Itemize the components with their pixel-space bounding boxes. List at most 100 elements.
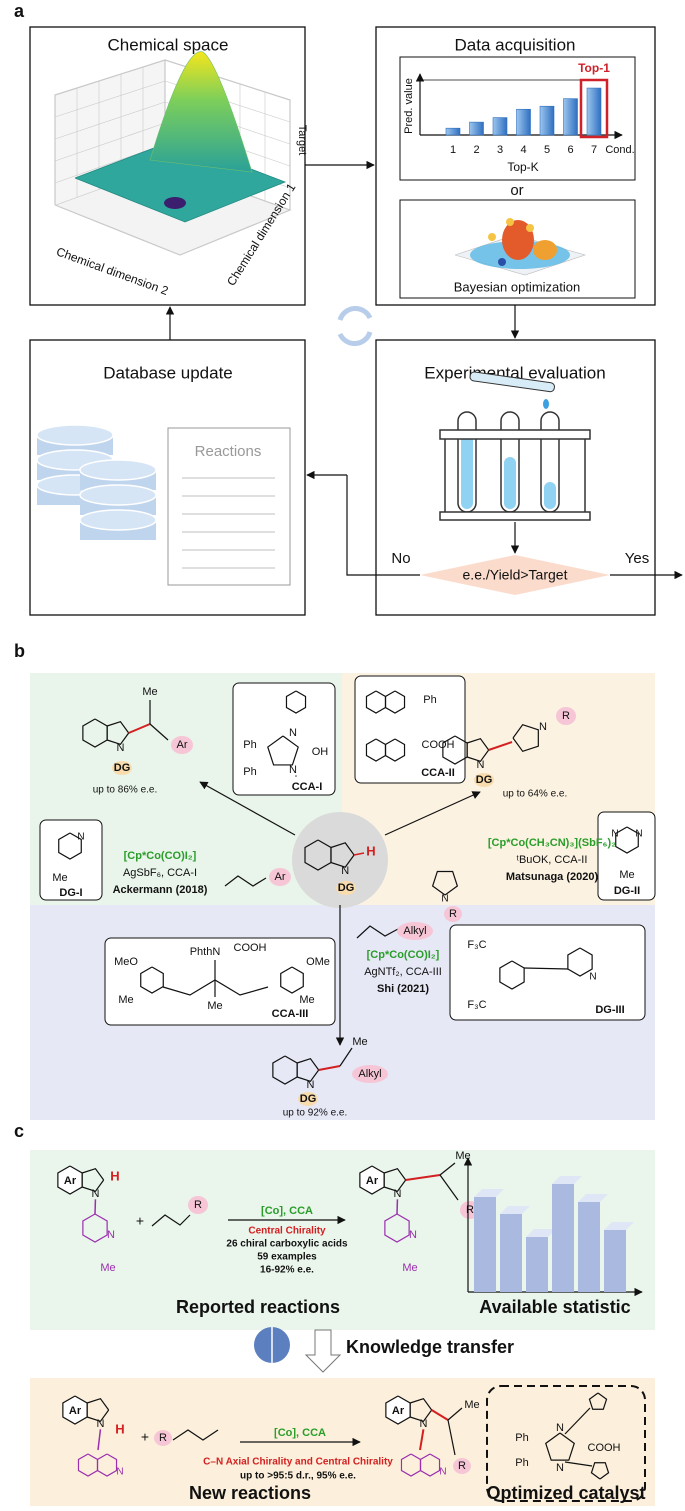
bar: [586, 87, 602, 136]
catalyst-box: [486, 1385, 646, 1502]
tube-liquid: [504, 457, 516, 509]
panel-box: [29, 339, 306, 616]
chart-box: [399, 56, 636, 181]
label: R: [159, 1432, 167, 1444]
bar: [469, 121, 484, 136]
bayes-peak: [533, 240, 557, 260]
structure-box: [104, 937, 336, 1026]
ring: [384, 1213, 410, 1243]
panel-label: b: [14, 641, 25, 661]
label: N: [306, 1079, 314, 1091]
label: N: [611, 829, 618, 840]
panel-label: c: [14, 1121, 24, 1141]
stat-bar: [526, 1237, 548, 1292]
label: up to 86% e.e.: [93, 785, 158, 796]
bayes-sample: [488, 233, 496, 241]
substrate-circle: [292, 812, 388, 908]
connector: [54, 101, 166, 140]
ring: [96, 1453, 118, 1477]
label: F₃C: [467, 999, 486, 1011]
ring: [280, 966, 304, 994]
label: N: [107, 1229, 115, 1241]
label: N: [77, 832, 84, 843]
label: DG-III: [595, 1004, 624, 1016]
highlight-bubble: [556, 707, 576, 725]
label: up to 64% e.e.: [503, 789, 568, 800]
shape: [151, 1214, 191, 1227]
label: DG: [114, 762, 131, 774]
refresh-icon: [337, 331, 373, 346]
stat-bar-top: [552, 1176, 582, 1184]
label: [Cp*Co(CO)I₂]: [367, 949, 440, 961]
label: N: [393, 1188, 401, 1200]
ring: [615, 826, 639, 854]
label: AgSbF₆, CCA-I: [123, 867, 197, 879]
highlight-box: [579, 78, 609, 139]
ring: [466, 737, 490, 763]
transfer-arrow: [304, 1329, 342, 1373]
label: Ar: [177, 739, 188, 751]
label: Shi (2021): [377, 983, 429, 995]
ring: [296, 1057, 320, 1083]
highlight-bubble: [444, 906, 462, 922]
x-tick-label: 6: [567, 144, 573, 156]
connector: [431, 1409, 449, 1421]
bayes-box: [399, 199, 636, 299]
label: Bayesian optimization: [454, 279, 580, 294]
label: R: [466, 1204, 474, 1216]
ring: [409, 1397, 433, 1423]
label: CCA-I: [292, 781, 323, 793]
label: Me: [464, 1399, 479, 1411]
x-tick-label: 7: [591, 144, 597, 156]
label: Reported reactions: [176, 1297, 340, 1317]
label: Ar: [69, 1405, 82, 1417]
box-title: Database update: [103, 363, 233, 382]
bayes-sample: [506, 218, 514, 226]
highlight-bubble: [112, 761, 132, 775]
label: Matsunaga (2020): [506, 871, 599, 883]
label: N: [116, 742, 124, 754]
box-title: Chemical space: [108, 35, 229, 54]
label: CCA-III: [272, 1008, 309, 1020]
stat-bar: [552, 1184, 574, 1292]
stat-bar-top: [604, 1222, 634, 1230]
highlight-bubble: [352, 1065, 388, 1083]
structure-box: [39, 819, 103, 901]
label: Ar: [64, 1175, 77, 1187]
label: up to >95:5 d.r., 95% e.e.: [240, 1471, 356, 1482]
refresh-icon: [337, 306, 373, 321]
label: +: [141, 1429, 149, 1445]
label: R: [449, 908, 457, 920]
db-disk-top: [79, 484, 157, 506]
ring: [82, 1213, 108, 1243]
ring: [330, 842, 355, 868]
label: R: [562, 710, 570, 722]
label: OMe: [306, 956, 330, 968]
panel-label: a: [14, 1, 25, 21]
label: 26 chiral carboxylic acids: [226, 1239, 348, 1250]
x-tick-label: 2: [473, 144, 479, 156]
surface-plane: [74, 139, 287, 223]
label: N: [439, 1467, 446, 1478]
label: Me: [100, 1262, 115, 1274]
highlight-bubble: [474, 773, 494, 787]
ring: [140, 966, 164, 994]
label: N: [409, 1229, 417, 1241]
label: +: [136, 1213, 144, 1229]
highlight-bubble: [171, 736, 193, 754]
highlight-bubble: [453, 1458, 471, 1474]
label: Me: [142, 686, 157, 698]
label: Me: [52, 872, 67, 884]
label: N: [556, 1462, 564, 1474]
label: [Cp*Co(CO)I₂]: [124, 850, 197, 862]
connector: [447, 1419, 456, 1456]
label: [Co], CCA: [261, 1205, 313, 1217]
db-disk-top: [79, 509, 157, 531]
rack-base: [439, 511, 591, 521]
bar: [516, 108, 531, 136]
label: Knowledge transfer: [346, 1337, 514, 1357]
label: MeO: [114, 956, 138, 968]
label: Me: [299, 994, 314, 1006]
